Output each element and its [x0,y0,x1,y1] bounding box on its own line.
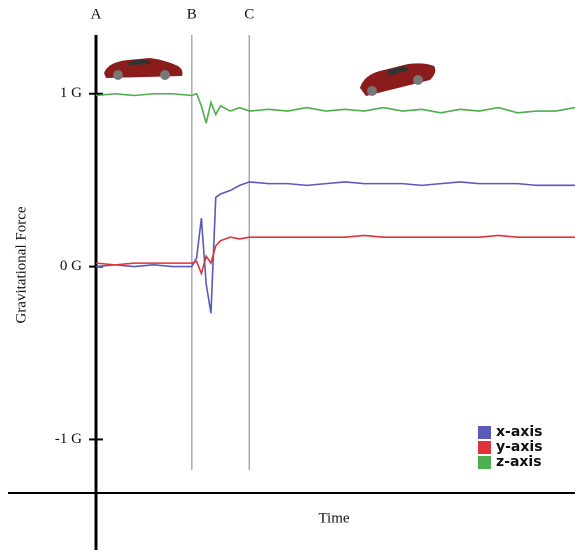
legend-swatch [478,426,491,439]
legend-swatch [478,456,491,469]
series-line [95,181,575,314]
y-tick-label: 1 G [60,85,82,101]
legend-swatch [478,441,491,454]
series-line [95,234,575,277]
y-tick-label: 0 G [60,258,82,274]
legend-label: z-axis [496,454,542,470]
series-line [95,92,575,124]
event-label: B [187,6,197,22]
event-label: C [244,6,254,22]
legend-label: y-axis [496,439,543,455]
y-axis-label: Gravitational Force [13,206,29,323]
car-icon [104,58,183,80]
x-axis-label: Time [318,510,349,526]
y-tick-label: -1 G [55,431,82,447]
event-label: A [91,6,102,22]
car-icon [360,63,436,96]
legend-label: x-axis [496,424,542,440]
